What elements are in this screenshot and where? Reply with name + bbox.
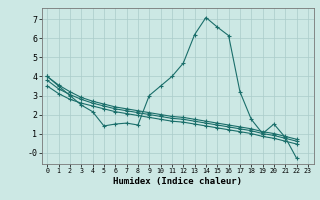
X-axis label: Humidex (Indice chaleur): Humidex (Indice chaleur) bbox=[113, 177, 242, 186]
